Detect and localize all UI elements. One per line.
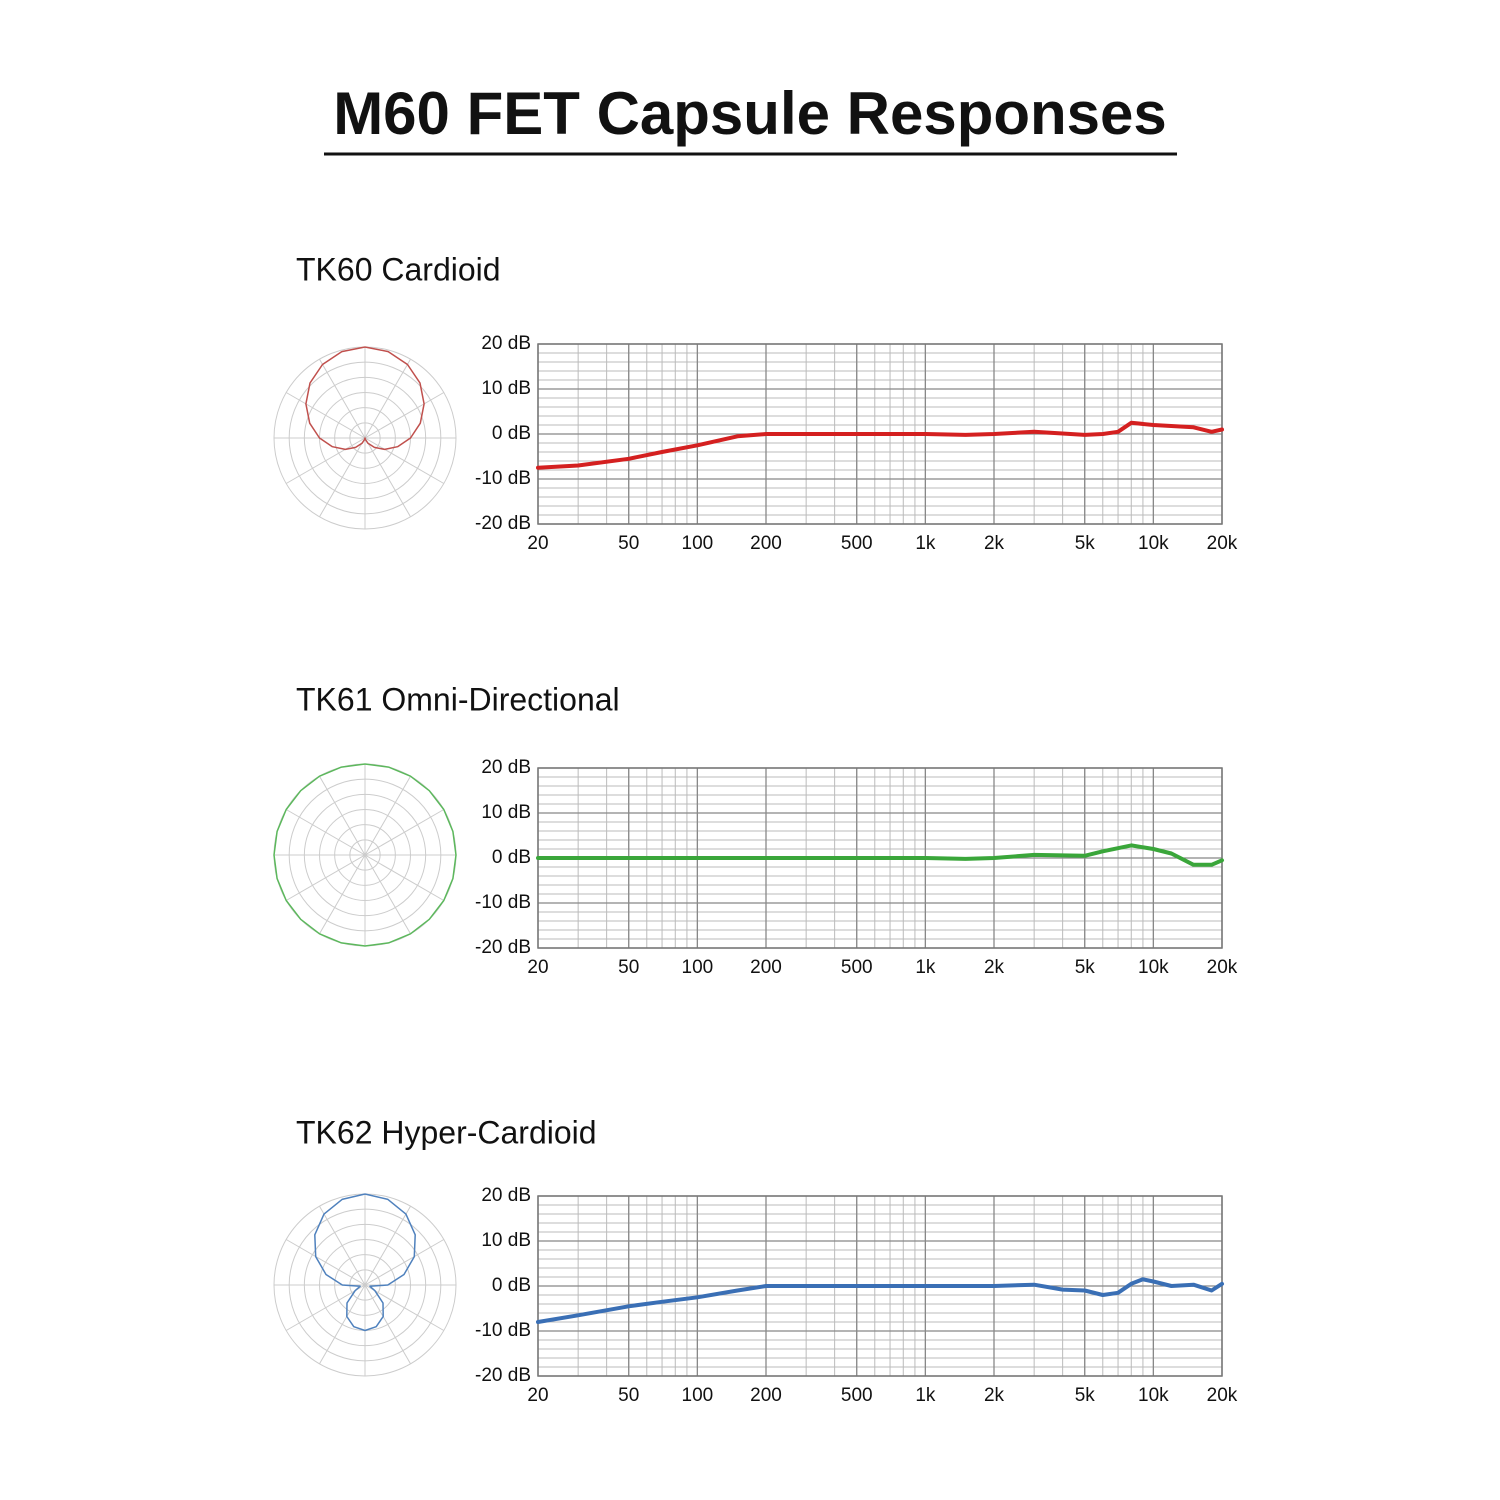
y-tick-label: 0 dB [492, 847, 531, 868]
x-tick-label: 5k [1075, 533, 1096, 554]
x-tick-label: 100 [682, 533, 714, 554]
x-tick-label: 100 [682, 1385, 714, 1406]
plot-frame [537, 343, 1223, 525]
y-tick-label: 20 dB [481, 757, 531, 778]
y-tick-label: -20 dB [475, 937, 531, 958]
series-line [536, 1277, 1224, 1324]
y-tick-label: 10 dB [481, 378, 531, 399]
x-tick-label: 500 [841, 533, 873, 554]
y-tick-label: -10 dB [475, 892, 531, 913]
x-tick-label: 5k [1075, 1385, 1096, 1406]
x-tick-label: 1k [915, 533, 936, 554]
y-tick-label: 10 dB [481, 1230, 531, 1251]
page-title: M60 FET Capsule Responses [333, 80, 1167, 147]
series-line [536, 420, 1224, 470]
x-tick-label: 20 [527, 533, 548, 554]
x-tick-label: 50 [618, 1385, 639, 1406]
x-tick-label: 20k [1207, 1385, 1238, 1406]
y-tick-label: 20 dB [481, 333, 531, 354]
y-tick-label: -10 dB [475, 468, 531, 489]
x-tick-label: 200 [750, 533, 782, 554]
polar-spoke [319, 1205, 411, 1365]
x-tick-label: 1k [915, 957, 936, 978]
x-tick-label: 10k [1138, 1385, 1169, 1406]
y-tick-label: -10 dB [475, 1320, 531, 1341]
y-tick-label: -20 dB [475, 1365, 531, 1386]
polar-spoke [319, 775, 411, 935]
y-tick-label: 10 dB [481, 802, 531, 823]
x-tick-label: 10k [1138, 533, 1169, 554]
x-tick-label: 50 [618, 957, 639, 978]
x-tick-label: 20k [1207, 533, 1238, 554]
x-tick-label: 5k [1075, 957, 1096, 978]
x-tick-label: 2k [984, 957, 1005, 978]
x-tick-label: 50 [618, 533, 639, 554]
chart-title: TK60 Cardioid [296, 251, 501, 287]
y-tick-label: 20 dB [481, 1185, 531, 1206]
x-tick-label: 200 [750, 1385, 782, 1406]
x-tick-label: 500 [841, 1385, 873, 1406]
x-tick-label: 100 [682, 957, 714, 978]
x-tick-label: 10k [1138, 957, 1169, 978]
polar-pattern [273, 763, 457, 947]
chart-title: TK62 Hyper-Cardioid [296, 1114, 597, 1150]
x-tick-label: 200 [750, 957, 782, 978]
x-tick-label: 1k [915, 1385, 936, 1406]
x-tick-label: 2k [984, 1385, 1005, 1406]
x-tick-label: 20 [527, 1385, 548, 1406]
x-tick-label: 20 [527, 957, 548, 978]
y-tick-label: 0 dB [492, 423, 531, 444]
y-tick-label: 0 dB [492, 1275, 531, 1296]
series-line [536, 843, 1224, 867]
polar-pattern [305, 346, 425, 451]
x-tick-label: 500 [841, 957, 873, 978]
x-tick-label: 2k [984, 533, 1005, 554]
x-tick-label: 20k [1207, 957, 1238, 978]
polar-pattern [314, 1193, 416, 1332]
y-tick-label: -20 dB [475, 513, 531, 534]
chart-title: TK61 Omni-Directional [296, 681, 620, 717]
